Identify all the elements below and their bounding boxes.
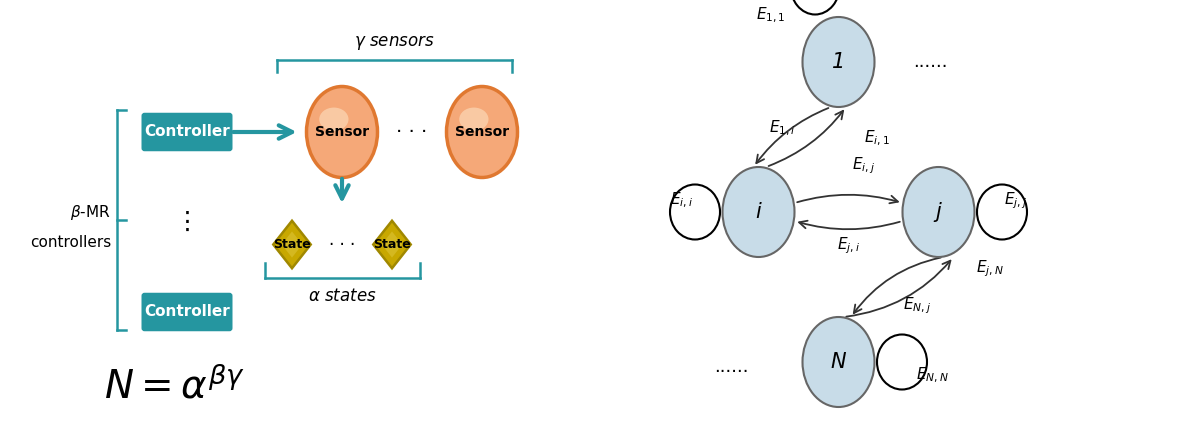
Ellipse shape [978, 184, 1027, 239]
Polygon shape [374, 221, 411, 268]
Text: $E_{i,j}$: $E_{i,j}$ [852, 156, 875, 176]
Text: $E_{j,i}$: $E_{j,i}$ [837, 236, 860, 256]
Ellipse shape [803, 17, 875, 107]
Text: $E_{i,i}$: $E_{i,i}$ [670, 191, 692, 210]
Text: $\alpha$ states: $\alpha$ states [308, 287, 376, 305]
Text: Controller: Controller [144, 305, 230, 319]
Ellipse shape [459, 108, 489, 131]
Ellipse shape [319, 108, 349, 131]
Ellipse shape [722, 167, 794, 257]
Ellipse shape [877, 334, 927, 389]
Text: ⋮: ⋮ [175, 210, 200, 234]
Text: $E_{1,i}$: $E_{1,i}$ [769, 118, 795, 138]
Text: $E_{j,j}$: $E_{j,j}$ [1004, 191, 1028, 211]
Text: $E_{1,1}$: $E_{1,1}$ [756, 6, 786, 25]
Text: Sensor: Sensor [455, 125, 509, 139]
Text: · · ·: · · · [329, 236, 355, 253]
Text: $N = \alpha^{\beta\gamma}$: $N = \alpha^{\beta\gamma}$ [104, 367, 244, 407]
Text: $E_{j,N}$: $E_{j,N}$ [976, 258, 1004, 279]
Text: $\beta$-MR: $\beta$-MR [71, 202, 111, 222]
Text: ......: ...... [714, 358, 749, 376]
Text: Sensor: Sensor [315, 125, 369, 139]
Text: j: j [936, 202, 942, 222]
Text: State: State [373, 238, 411, 251]
Text: State: State [273, 238, 310, 251]
Text: i: i [756, 202, 762, 222]
Ellipse shape [307, 87, 377, 177]
FancyBboxPatch shape [141, 293, 232, 331]
Text: Controller: Controller [144, 125, 230, 139]
Ellipse shape [803, 317, 875, 407]
FancyBboxPatch shape [141, 113, 232, 151]
Text: controllers: controllers [30, 235, 111, 250]
Ellipse shape [791, 0, 840, 14]
Text: $E_{N,j}$: $E_{N,j}$ [903, 295, 931, 316]
Polygon shape [382, 232, 403, 257]
Text: $\gamma$ sensors: $\gamma$ sensors [355, 33, 435, 52]
Text: $E_{N,N}$: $E_{N,N}$ [916, 366, 949, 385]
Ellipse shape [670, 184, 720, 239]
Text: 1: 1 [831, 52, 845, 72]
Polygon shape [273, 221, 310, 268]
Text: · · ·: · · · [397, 122, 428, 142]
Ellipse shape [902, 167, 974, 257]
Polygon shape [282, 232, 302, 257]
Text: N: N [830, 352, 846, 372]
Text: $E_{i,1}$: $E_{i,1}$ [864, 128, 889, 148]
Ellipse shape [447, 87, 518, 177]
Text: ......: ...... [914, 53, 948, 71]
